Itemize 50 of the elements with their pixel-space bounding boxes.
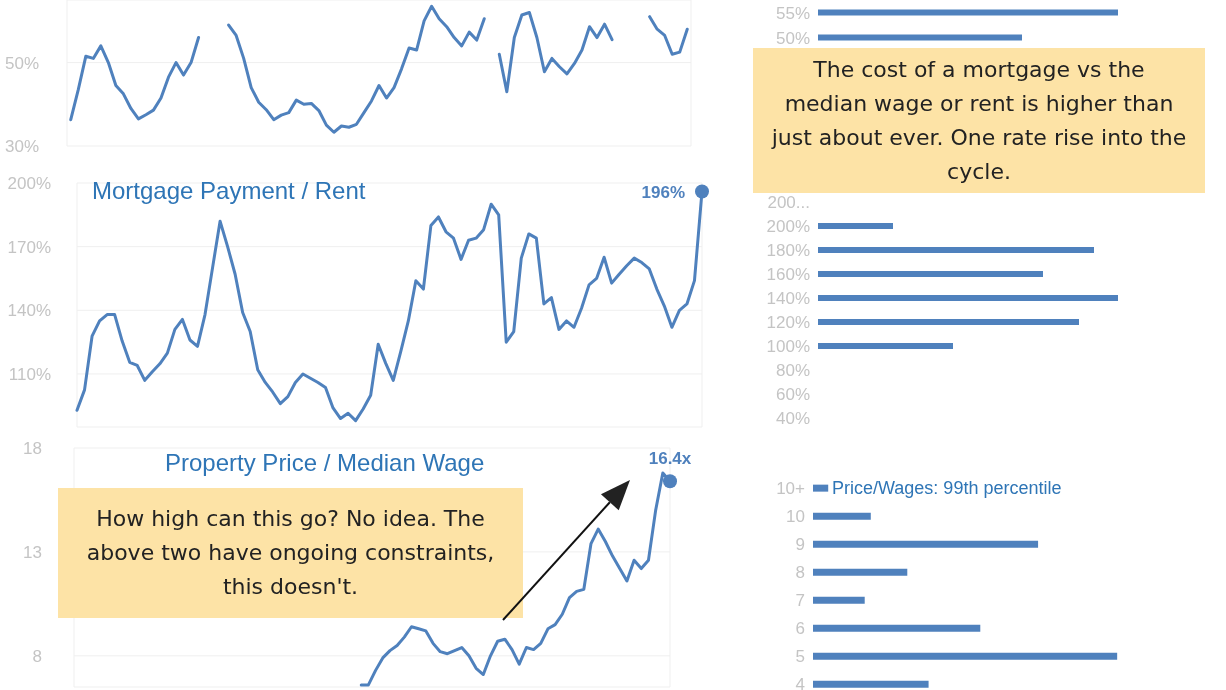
bar bbox=[818, 223, 893, 230]
bar bbox=[813, 596, 865, 604]
chart-title: Property Price / Median Wage bbox=[165, 449, 485, 477]
y-tick-label: 60% bbox=[775, 385, 810, 405]
bar bbox=[813, 680, 929, 688]
bar bbox=[813, 652, 1118, 660]
bar bbox=[818, 319, 1079, 326]
y-tick-label: 50% bbox=[775, 28, 810, 48]
bar bbox=[818, 271, 1043, 278]
bar bbox=[818, 295, 1118, 302]
y-tick-label: 40% bbox=[775, 409, 810, 429]
y-tick-label: 50% bbox=[4, 53, 39, 73]
chart-title: Price/Wages: 99th percentile bbox=[832, 478, 1062, 499]
y-tick-label: 200% bbox=[7, 174, 51, 194]
bar bbox=[818, 247, 1094, 254]
bar bbox=[818, 343, 953, 350]
bar bbox=[813, 512, 871, 520]
y-tick-label: 5 bbox=[795, 647, 805, 667]
y-tick-label: 4 bbox=[795, 675, 805, 690]
y-tick-label: 180% bbox=[766, 241, 810, 261]
bar bbox=[813, 484, 829, 492]
annotation: 16.4x bbox=[648, 449, 692, 469]
y-tick-label: 10+ bbox=[776, 479, 806, 499]
y-tick-label: 55% bbox=[775, 3, 810, 23]
y-tick-label: 13 bbox=[23, 542, 42, 562]
y-tick-label: 9 bbox=[795, 535, 805, 555]
y-tick-label: 120% bbox=[766, 313, 810, 333]
y-tick-label: 8 bbox=[795, 563, 805, 583]
y-tick-label: 30% bbox=[4, 137, 39, 157]
y-tick-label: 140% bbox=[7, 301, 51, 321]
y-tick-label: 100% bbox=[766, 337, 810, 357]
annotation: 196% bbox=[641, 182, 685, 202]
y-tick-label: 160% bbox=[766, 265, 810, 285]
y-tick-label: 7 bbox=[795, 591, 805, 611]
sticky-note: The cost of a mortgage vs the median wage or rent is higher than just about ever. One rate rise into the cycle. bbox=[753, 48, 1205, 193]
bar bbox=[813, 624, 981, 632]
y-tick-label: 6 bbox=[795, 619, 805, 639]
y-tick-label: 170% bbox=[7, 237, 51, 257]
y-tick-label: 200... bbox=[767, 193, 810, 213]
bar bbox=[813, 540, 1039, 548]
y-tick-label: 18 bbox=[23, 439, 42, 459]
chart-title: Mortgage Payment / Rent bbox=[92, 177, 366, 205]
sticky-note: How high can this go? No idea. The above two have ongoing constraints, this doesn't. bbox=[58, 488, 523, 618]
y-tick-label: 10 bbox=[786, 507, 805, 527]
y-tick-label: 80% bbox=[775, 361, 810, 381]
y-tick-label: 140% bbox=[766, 289, 810, 309]
y-tick-label: 110% bbox=[8, 364, 51, 384]
y-tick-label: 8 bbox=[32, 646, 42, 666]
y-tick-label: 200% bbox=[766, 217, 810, 237]
bar bbox=[813, 568, 908, 576]
